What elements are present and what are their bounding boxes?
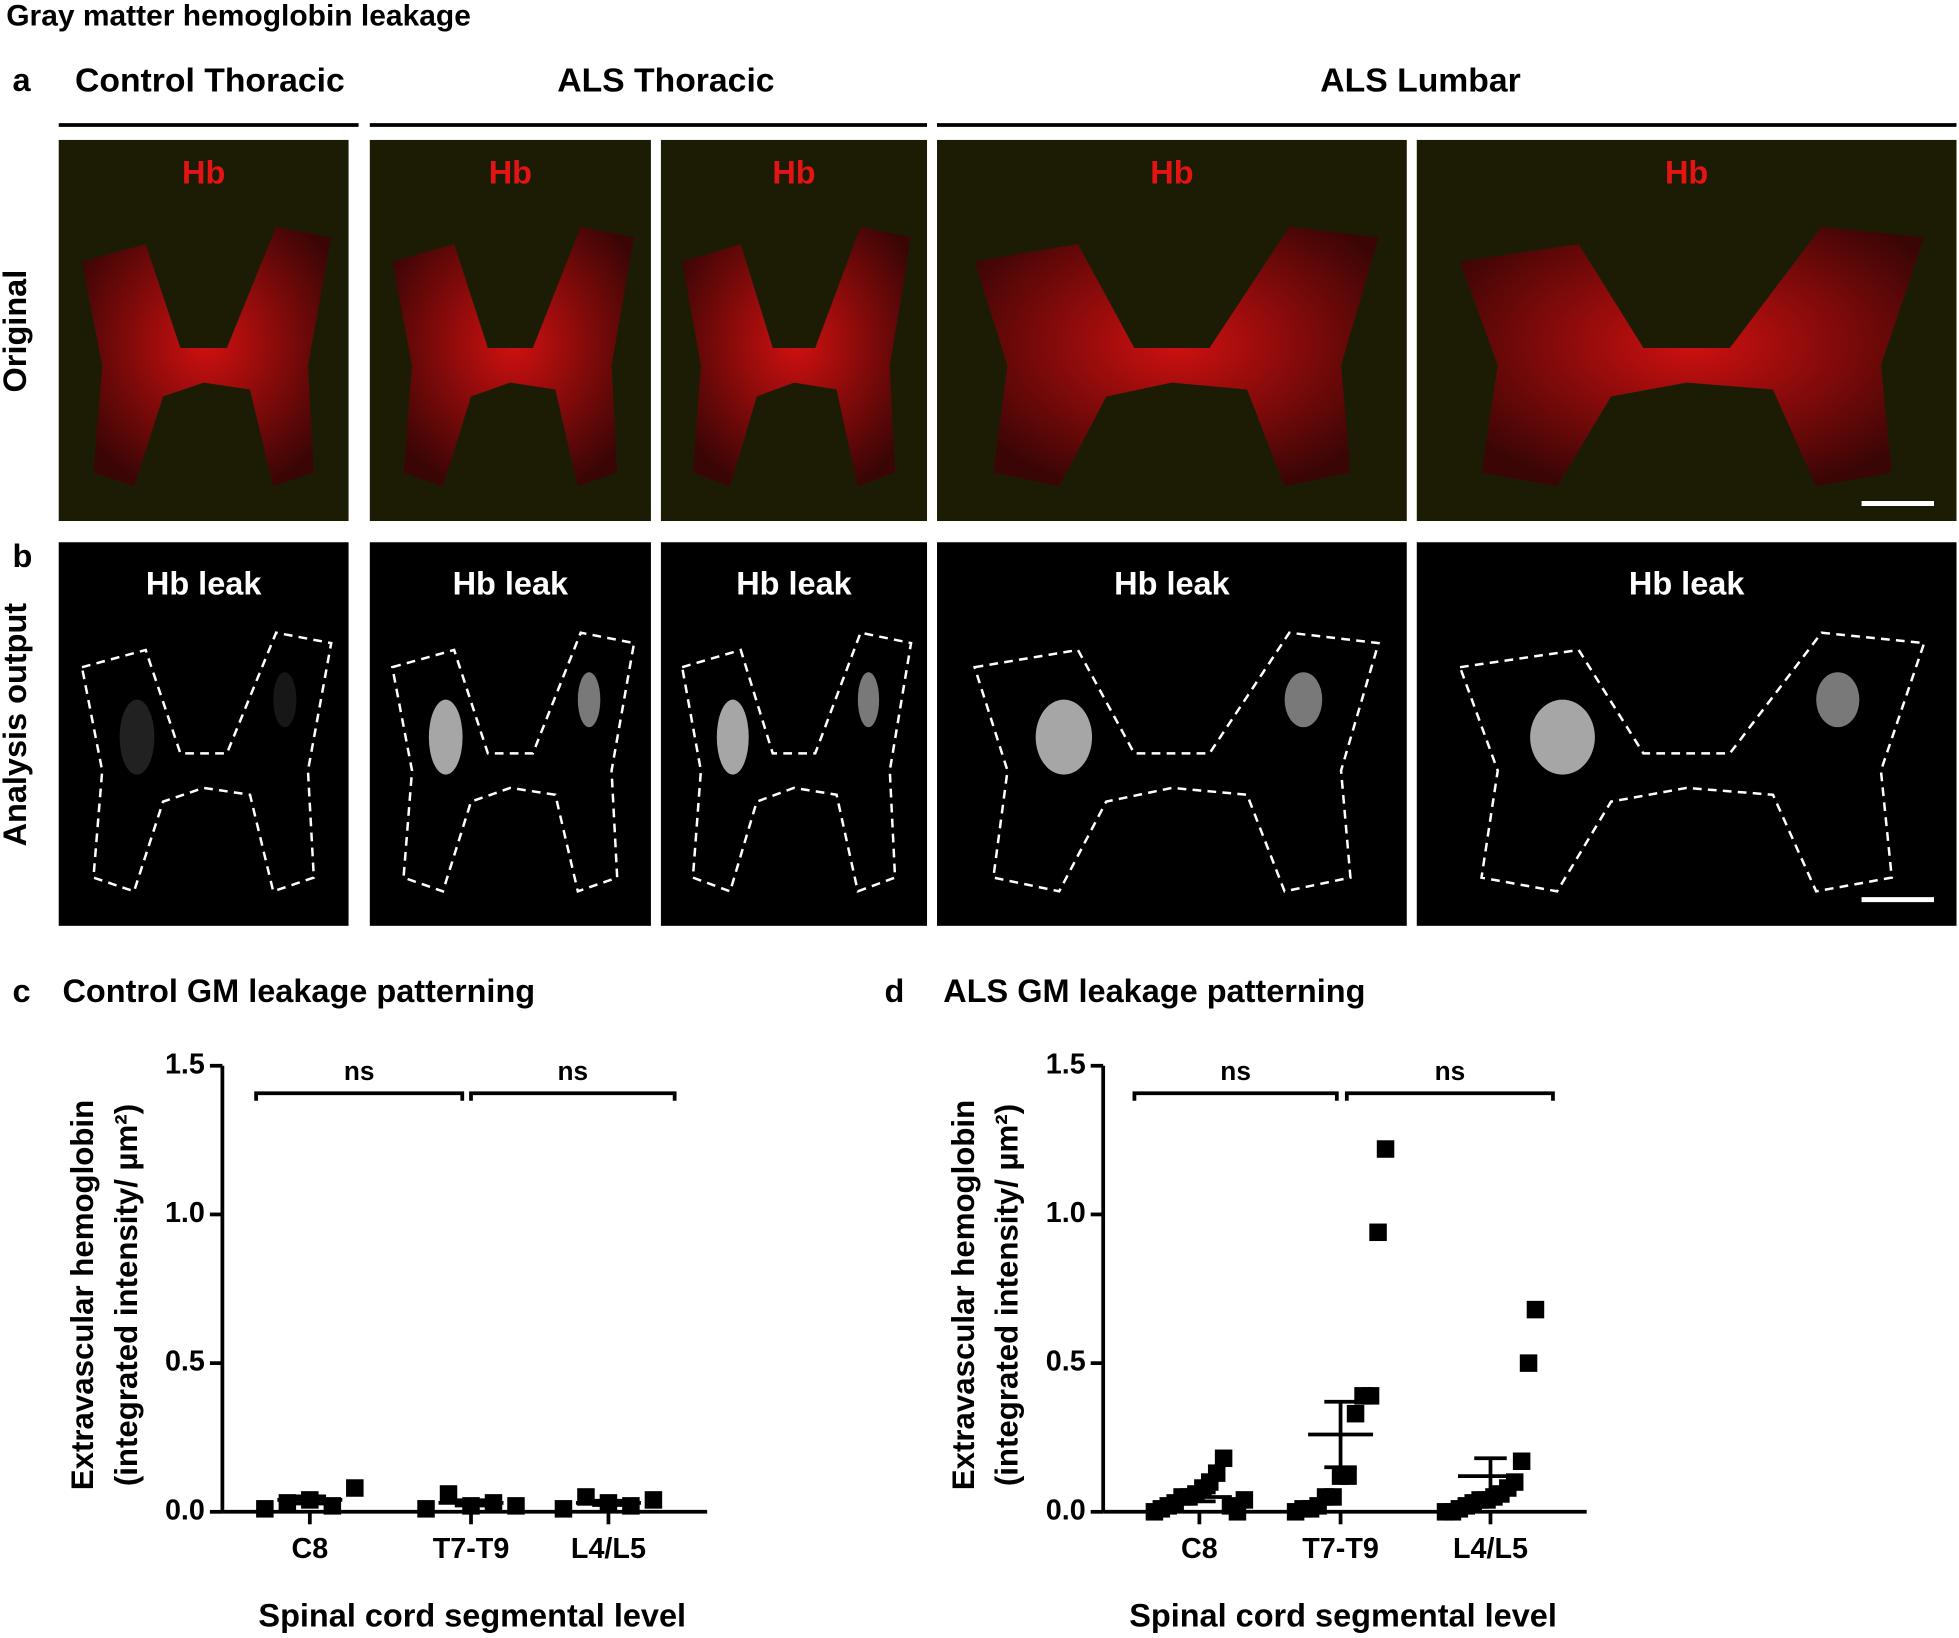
x-tick-label: C8 (1181, 1533, 1218, 1565)
analysis-image (58, 542, 349, 926)
figure-title: Gray matter hemoglobin leakage (6, 0, 471, 32)
significance-bracket (254, 1091, 465, 1101)
data-point (1324, 1488, 1342, 1506)
image-label: Hb leak (146, 566, 262, 602)
significance-bracket (469, 1091, 677, 1101)
tissue-section (81, 226, 332, 487)
x-tick-label: L4/L5 (1453, 1533, 1528, 1565)
y-tick-label: 0.0 (1046, 1494, 1086, 1526)
tissue-section (974, 226, 1379, 487)
row-label: Original (0, 270, 33, 393)
image-panels: Hb Hb leak Hb Hb leak Hb Hb leak Hb Hb leak Hb Hb… (58, 139, 1957, 926)
image-label: Hb leak (736, 566, 852, 602)
data-point (554, 1500, 573, 1518)
image-label: Hb (489, 154, 532, 190)
leak-area (119, 699, 155, 775)
analysis-image (660, 542, 928, 926)
data-point (256, 1500, 274, 1518)
image-label: Hb (182, 154, 225, 190)
x-axis-label: Spinal cord segmental level (258, 1598, 686, 1634)
image-label: Hb (1665, 154, 1708, 190)
data-point (1369, 1223, 1387, 1242)
leak-area (1284, 672, 1323, 728)
x-tick-label: L4/L5 (571, 1533, 646, 1565)
image-label: Hb (772, 154, 815, 190)
leak-area (273, 672, 297, 728)
tissue-section (1460, 226, 1925, 487)
x-tick-label: T7-T9 (1302, 1533, 1379, 1565)
significance-label: ns (558, 1056, 589, 1086)
significance-label: ns (1435, 1056, 1466, 1086)
significance-bracket (1344, 1091, 1555, 1101)
analysis-image (1416, 542, 1957, 926)
chart-title: Control GM leakage patterning (62, 973, 535, 1009)
data-point (1214, 1449, 1233, 1468)
y-tick-label: 1.5 (165, 1048, 205, 1080)
y-axis-label: Extravascular hemoglobin (65, 1100, 100, 1490)
leak-area (577, 672, 601, 728)
panel-label: d (885, 973, 905, 1009)
x-tick-label: T7-T9 (433, 1533, 510, 1565)
significance-bracket (1132, 1091, 1339, 1101)
y-tick-label: 1.0 (165, 1197, 205, 1229)
tissue-outline (973, 631, 1381, 893)
panel-label: a (12, 62, 31, 98)
image-label: Hb leak (1629, 566, 1745, 602)
data-point (1235, 1491, 1254, 1509)
panel-label: b (12, 538, 32, 574)
data-point (1519, 1354, 1538, 1372)
y-axis-label: Extravascular hemoglobin (946, 1100, 981, 1490)
leak-area (1035, 699, 1093, 775)
image-label: Hb leak (1114, 566, 1230, 602)
image-label: Hb (1150, 154, 1193, 190)
data-point (1376, 1140, 1395, 1158)
data-point (417, 1500, 435, 1518)
tissue-section (392, 226, 635, 487)
leak-area (857, 672, 880, 728)
chart-title: ALS GM leakage patterning (943, 973, 1365, 1009)
data-point (1207, 1464, 1226, 1482)
column-header: ALS Lumbar (1320, 61, 1520, 99)
significance-label: ns (1220, 1056, 1251, 1086)
data-point (1346, 1404, 1365, 1423)
data-point (346, 1479, 364, 1497)
data-point (1361, 1387, 1380, 1405)
column-header: ALS Thoracic (557, 61, 774, 99)
y-tick-label: 1.5 (1046, 1048, 1086, 1080)
leak-area (428, 699, 463, 775)
data-point (644, 1491, 663, 1509)
data-point (1512, 1452, 1531, 1471)
image-label: Hb leak (453, 566, 569, 602)
analysis-image (369, 542, 651, 926)
data-point (439, 1485, 458, 1503)
data-point (622, 1497, 640, 1515)
panel-label: c (12, 973, 30, 1009)
data-point (1339, 1467, 1357, 1485)
tissue-outline (1458, 631, 1926, 893)
leak-area (716, 699, 749, 775)
tissue-outline (80, 631, 333, 893)
y-tick-label: 0.5 (1046, 1346, 1086, 1378)
tissue-outline (680, 631, 913, 894)
leak-area (1530, 699, 1595, 775)
column-header: Control Thoracic (75, 61, 345, 99)
y-tick-label: 0.0 (165, 1494, 205, 1526)
x-tick-label: C8 (291, 1533, 328, 1565)
tissue-outline (390, 631, 636, 893)
analysis-image (937, 542, 1407, 926)
row-label: Analysis output (0, 603, 33, 847)
y-tick-label: 0.5 (165, 1346, 205, 1378)
leak-area (1816, 672, 1860, 728)
y-axis-label: (integrated intensity/ µm²) (109, 1104, 144, 1486)
y-axis-label: (integrated intensity/ µm²) (990, 1104, 1025, 1486)
y-tick-label: 1.0 (1046, 1197, 1086, 1229)
x-axis-label: Spinal cord segmental level (1129, 1598, 1557, 1634)
data-point (507, 1497, 525, 1515)
significance-label: ns (344, 1056, 375, 1086)
tissue-section (682, 226, 912, 487)
data-point (278, 1494, 297, 1512)
data-point (1526, 1300, 1545, 1319)
